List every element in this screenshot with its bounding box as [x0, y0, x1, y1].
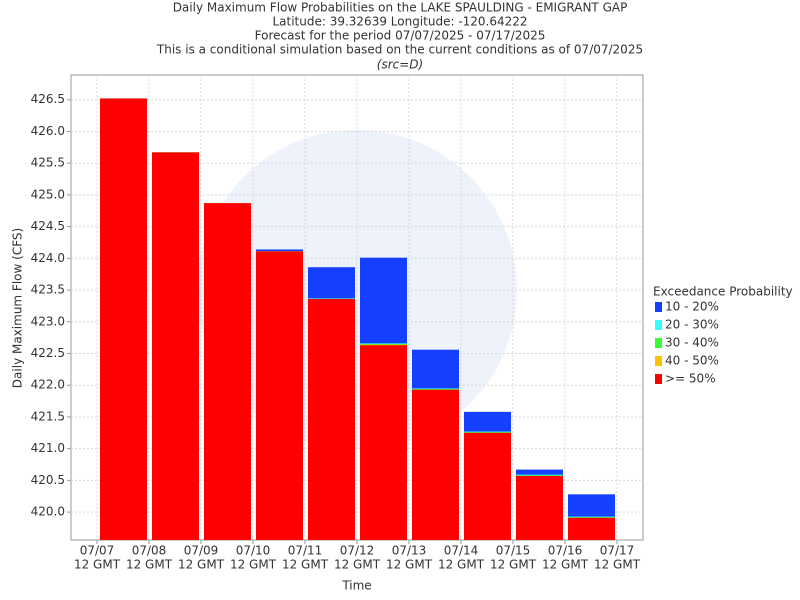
- bar: [256, 251, 303, 541]
- y-tick-label: 426.5: [31, 92, 65, 106]
- y-tick-label: 424.5: [31, 219, 65, 233]
- y-tick-label: 424.0: [31, 251, 65, 265]
- x-tick-label: 07/09: [184, 544, 219, 558]
- x-tick-label: 12 GMT: [282, 558, 329, 572]
- x-tick-label: 12 GMT: [178, 558, 225, 572]
- x-tick-label: 07/16: [548, 544, 583, 558]
- x-tick-label: 07/17: [600, 544, 635, 558]
- y-tick-label: 423.5: [31, 283, 65, 297]
- bar: [464, 432, 511, 540]
- x-tick-label: 12 GMT: [126, 558, 173, 572]
- y-tick-label: 426.0: [31, 124, 65, 138]
- y-tick-label: 425.0: [31, 187, 65, 201]
- legend-swatch: [655, 374, 662, 384]
- x-tick-label: 07/14: [444, 544, 479, 558]
- chart-title: Daily Maximum Flow Probabilities on the …: [173, 1, 628, 15]
- x-tick-label: 12 GMT: [386, 558, 433, 572]
- legend-swatch: [655, 302, 662, 312]
- legend-swatch: [655, 356, 662, 366]
- bar: [204, 203, 251, 541]
- y-tick-label: 420.5: [31, 473, 65, 487]
- x-tick-label: 12 GMT: [542, 558, 589, 572]
- x-tick-label: 07/07: [80, 544, 115, 558]
- y-tick-label: 423.0: [31, 314, 65, 328]
- bar: [360, 345, 407, 540]
- chart-subtitle: This is a conditional simulation based o…: [156, 43, 643, 57]
- y-tick-label: 421.0: [31, 441, 65, 455]
- x-tick-label: 12 GMT: [438, 558, 485, 572]
- legend-label: 10 - 20%: [665, 300, 719, 314]
- y-tick-label: 422.0: [31, 378, 65, 392]
- x-tick-label: 07/08: [132, 544, 167, 558]
- legend-swatch: [655, 338, 662, 348]
- bar: [152, 152, 199, 540]
- bar: [412, 389, 459, 540]
- x-tick-label: 07/11: [288, 544, 323, 558]
- legend-label: 30 - 40%: [665, 336, 719, 350]
- y-tick-label: 420.0: [31, 505, 65, 519]
- legend-label: 40 - 50%: [665, 354, 719, 368]
- x-tick-label: 07/10: [236, 544, 271, 558]
- legend-label: 20 - 30%: [665, 318, 719, 332]
- x-tick-label: 12 GMT: [334, 558, 381, 572]
- bar: [516, 475, 563, 540]
- chart-subtitle: Forecast for the period 07/07/2025 - 07/…: [255, 29, 546, 43]
- x-tick-label: 07/12: [340, 544, 375, 558]
- x-tick-label: 07/15: [496, 544, 531, 558]
- legend-title: Exceedance Probability: [653, 285, 793, 299]
- bar: [568, 517, 615, 540]
- y-tick-label: 425.5: [31, 156, 65, 170]
- bar: [100, 98, 147, 540]
- x-tick-label: 12 GMT: [74, 558, 121, 572]
- bar: [308, 298, 355, 540]
- x-axis-label: Time: [341, 579, 371, 593]
- legend-label: >= 50%: [665, 372, 716, 386]
- y-tick-label: 421.5: [31, 409, 65, 423]
- x-tick-label: 12 GMT: [230, 558, 277, 572]
- chart-subtitle: (src=D): [377, 58, 423, 72]
- y-axis-label: Daily Maximum Flow (CFS): [11, 228, 25, 388]
- x-tick-label: 07/13: [392, 544, 427, 558]
- y-tick-label: 422.5: [31, 346, 65, 360]
- x-tick-label: 12 GMT: [490, 558, 537, 572]
- legend-swatch: [655, 320, 662, 330]
- chart-subtitle: Latitude: 39.32639 Longitude: -120.64222: [272, 15, 527, 29]
- x-tick-label: 12 GMT: [594, 558, 641, 572]
